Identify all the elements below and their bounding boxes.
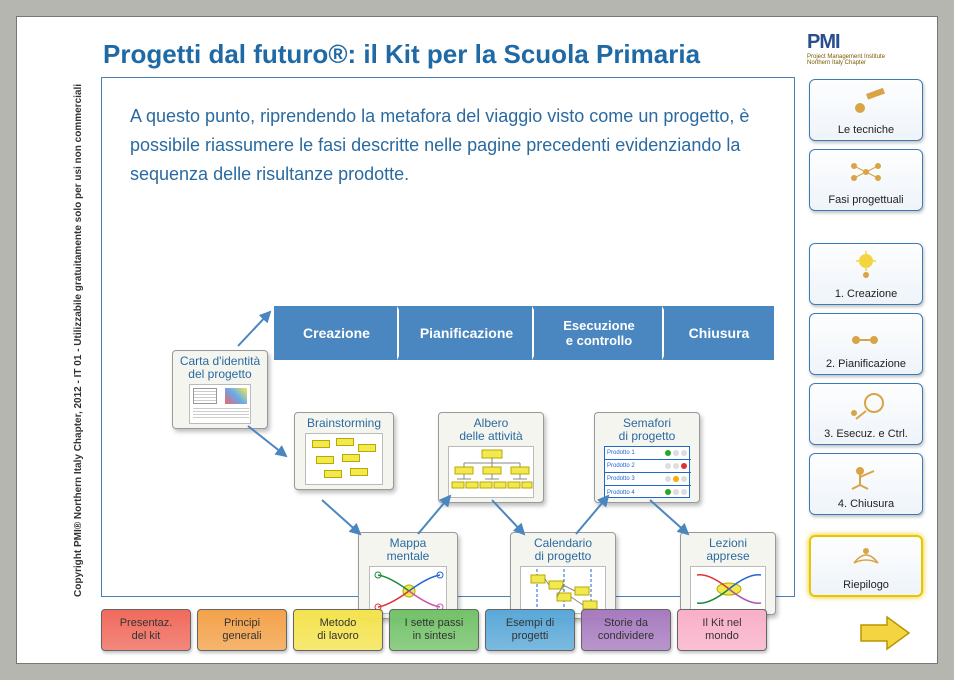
nav-label: Riepilogo	[843, 579, 889, 591]
phase-esecuzione: Esecuzione e controllo	[534, 306, 664, 360]
phase-label: Creazione	[274, 325, 399, 341]
intro-text: A questo punto, riprendendo la metafora …	[130, 102, 770, 188]
nav-item-4[interactable]: 3. Esecuz. e Ctrl.	[809, 383, 923, 445]
nav-icon	[844, 314, 888, 358]
next-arrow-button[interactable]	[857, 613, 913, 653]
sem-row: Prodotto 2	[605, 463, 635, 469]
card-title: Albero delle attività	[459, 417, 522, 443]
nav-icon	[844, 537, 888, 579]
flow-arrow	[570, 490, 614, 540]
phase-chiusura: Chiusura	[664, 306, 774, 360]
nav-label: Fasi progettuali	[828, 194, 903, 206]
nav-icon	[844, 384, 888, 428]
logo-sub2: Northern Italy Chapter	[807, 60, 866, 66]
card-mindmap: Mappa mentale	[358, 532, 458, 619]
nav-label: 1. Creazione	[835, 288, 897, 300]
nav-icon	[846, 244, 886, 288]
nav-label: 3. Esecuz. e Ctrl.	[824, 428, 908, 440]
flow-arrow	[232, 306, 276, 352]
sem-row: Prodotto 1	[605, 450, 635, 456]
phase-chevrons: Creazione Pianificazione Esecuzione e co…	[274, 306, 774, 360]
card-title: Brainstorming	[307, 417, 381, 430]
tab-6[interactable]: Il Kit nel mondo	[677, 609, 767, 651]
phase-creazione: Creazione	[274, 306, 399, 360]
page-title: Progetti dal futuro®: il Kit per la Scuo…	[103, 39, 700, 70]
card-brainstorming: Brainstorming	[294, 412, 394, 490]
nav-item-3[interactable]: 2. Pianificazione	[809, 313, 923, 375]
nav-label: 4. Chiusura	[838, 498, 894, 510]
tab-5[interactable]: Storie da condividere	[581, 609, 671, 651]
sem-row: Prodotto 3	[605, 476, 635, 482]
nav-item-0[interactable]: Le tecniche	[809, 79, 923, 141]
nav-icon	[844, 454, 888, 498]
nav-item-5[interactable]: 4. Chiusura	[809, 453, 923, 515]
slide-page: Copyright PMI® Northern Italy Chapter, 2…	[16, 16, 938, 664]
nav-item-6[interactable]: Riepilogo	[809, 535, 923, 597]
phase-pianificazione: Pianificazione	[399, 306, 534, 360]
card-title: Semafori di progetto	[619, 417, 676, 443]
tab-4[interactable]: Esempi di progetti	[485, 609, 575, 651]
logo-main: PMI	[807, 31, 840, 54]
nav-label: Le tecniche	[838, 124, 894, 136]
nav-item-1[interactable]: Fasi progettuali	[809, 149, 923, 211]
main-panel: A questo punto, riprendendo la metafora …	[101, 77, 795, 597]
card-identity: Carta d'identità del progetto	[172, 350, 268, 429]
nav-label: 2. Pianificazione	[826, 358, 906, 370]
flow-arrow	[316, 494, 366, 540]
tab-1[interactable]: Principi generali	[197, 609, 287, 651]
tab-0[interactable]: Presentaz. del kit	[101, 609, 191, 651]
flow-arrow	[644, 494, 694, 540]
phase-label: Pianificazione	[399, 325, 534, 341]
card-title: Mappa mentale	[387, 537, 430, 563]
phase-label: Esecuzione e controllo	[534, 318, 664, 348]
flow-arrow	[486, 494, 530, 540]
card-lessons: Lezioni apprese	[680, 532, 776, 615]
card-title: Lezioni apprese	[706, 537, 749, 563]
copyright-text: Copyright PMI® Northern Italy Chapter, 2…	[73, 84, 84, 597]
tab-2[interactable]: Metodo di lavoro	[293, 609, 383, 651]
card-title: Calendario di progetto	[534, 537, 592, 563]
card-title: Carta d'identità del progetto	[180, 355, 260, 381]
flow-arrow	[242, 420, 292, 470]
flow-arrow	[412, 490, 456, 540]
pmi-logo: PMI Project Management Institute Norther…	[807, 31, 915, 71]
phase-label: Chiusura	[664, 325, 774, 341]
nav-icon	[846, 80, 886, 124]
tab-3[interactable]: I sette passi in sintesi	[389, 609, 479, 651]
nav-item-2[interactable]: 1. Creazione	[809, 243, 923, 305]
nav-icon	[846, 150, 886, 194]
card-calendar: Calendario di progetto	[510, 532, 616, 619]
